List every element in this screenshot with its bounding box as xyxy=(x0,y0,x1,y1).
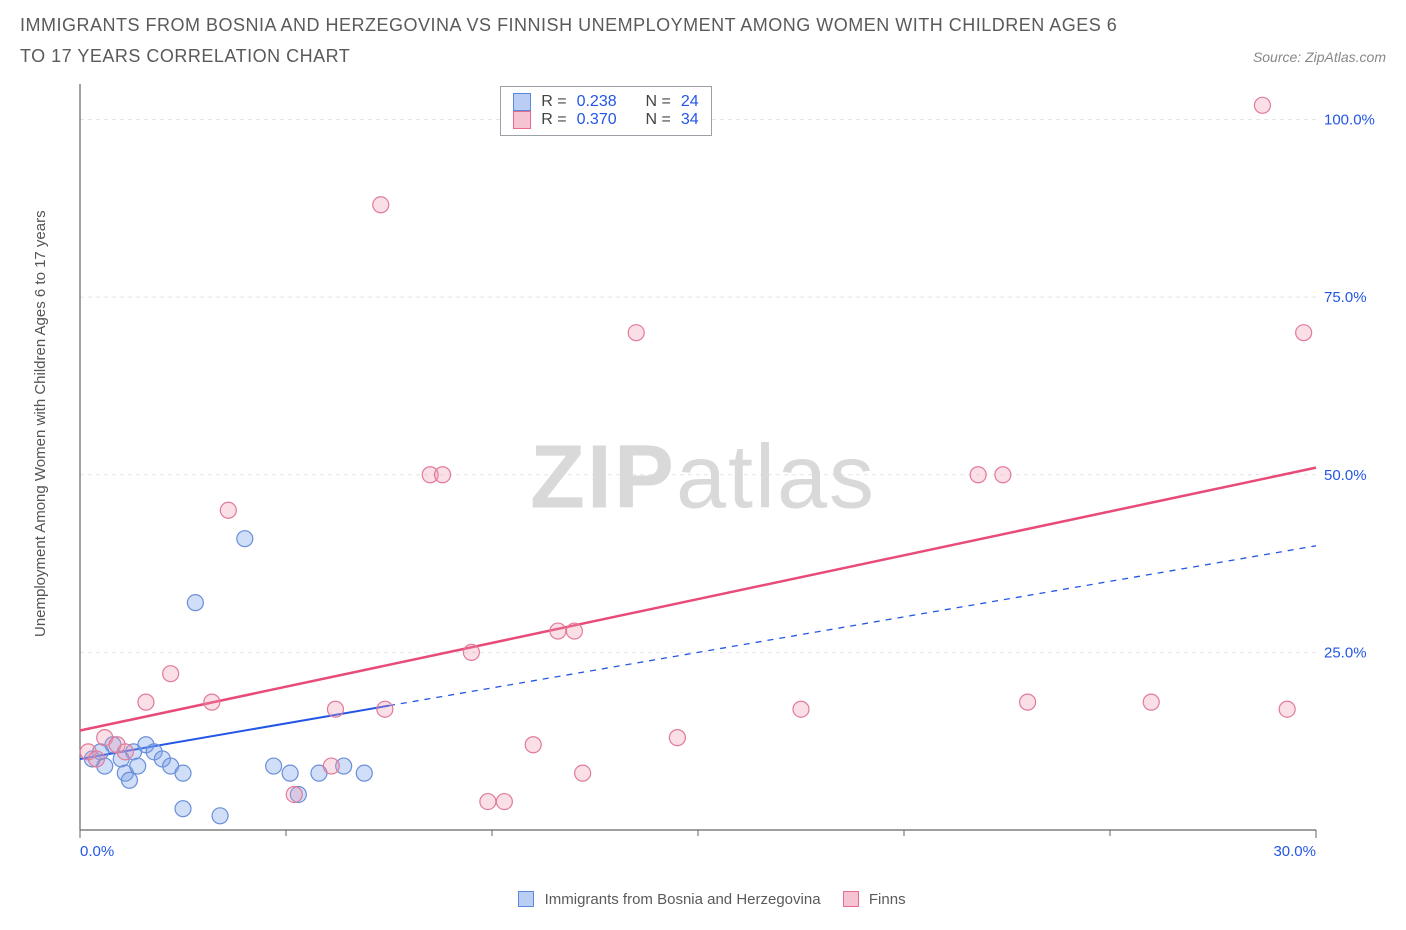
svg-text:0.0%: 0.0% xyxy=(80,843,114,860)
svg-text:Unemployment Among Women with: Unemployment Among Women with Children A… xyxy=(32,210,49,637)
chart-svg: 25.0% 50.0% 75.0% 100.0% 0.0% 30.0% Unemployme… xyxy=(20,80,1386,870)
stats-legend: R =0.238 N =24R =0.370 N =34 xyxy=(500,86,711,136)
svg-text:75.0%: 75.0% xyxy=(1324,289,1367,306)
page-title: IMMIGRANTS FROM BOSNIA AND HERZEGOVINA V… xyxy=(20,10,1120,71)
svg-text:50.0%: 50.0% xyxy=(1324,467,1367,484)
svg-text:100.0%: 100.0% xyxy=(1324,112,1375,129)
legend-label-1: Finns xyxy=(869,891,906,908)
legend-swatch-1 xyxy=(843,891,859,907)
svg-text:30.0%: 30.0% xyxy=(1273,843,1316,860)
bottom-legend: Immigrants from Bosnia and Herzegovina F… xyxy=(20,891,1386,908)
correlation-chart: 25.0% 50.0% 75.0% 100.0% 0.0% 30.0% Unemployme… xyxy=(20,80,1386,910)
legend-swatch-0 xyxy=(518,891,534,907)
source-label: Source: ZipAtlas.com xyxy=(1253,49,1386,65)
svg-text:25.0%: 25.0% xyxy=(1324,644,1367,661)
legend-label-0: Immigrants from Bosnia and Herzegovina xyxy=(545,891,821,908)
